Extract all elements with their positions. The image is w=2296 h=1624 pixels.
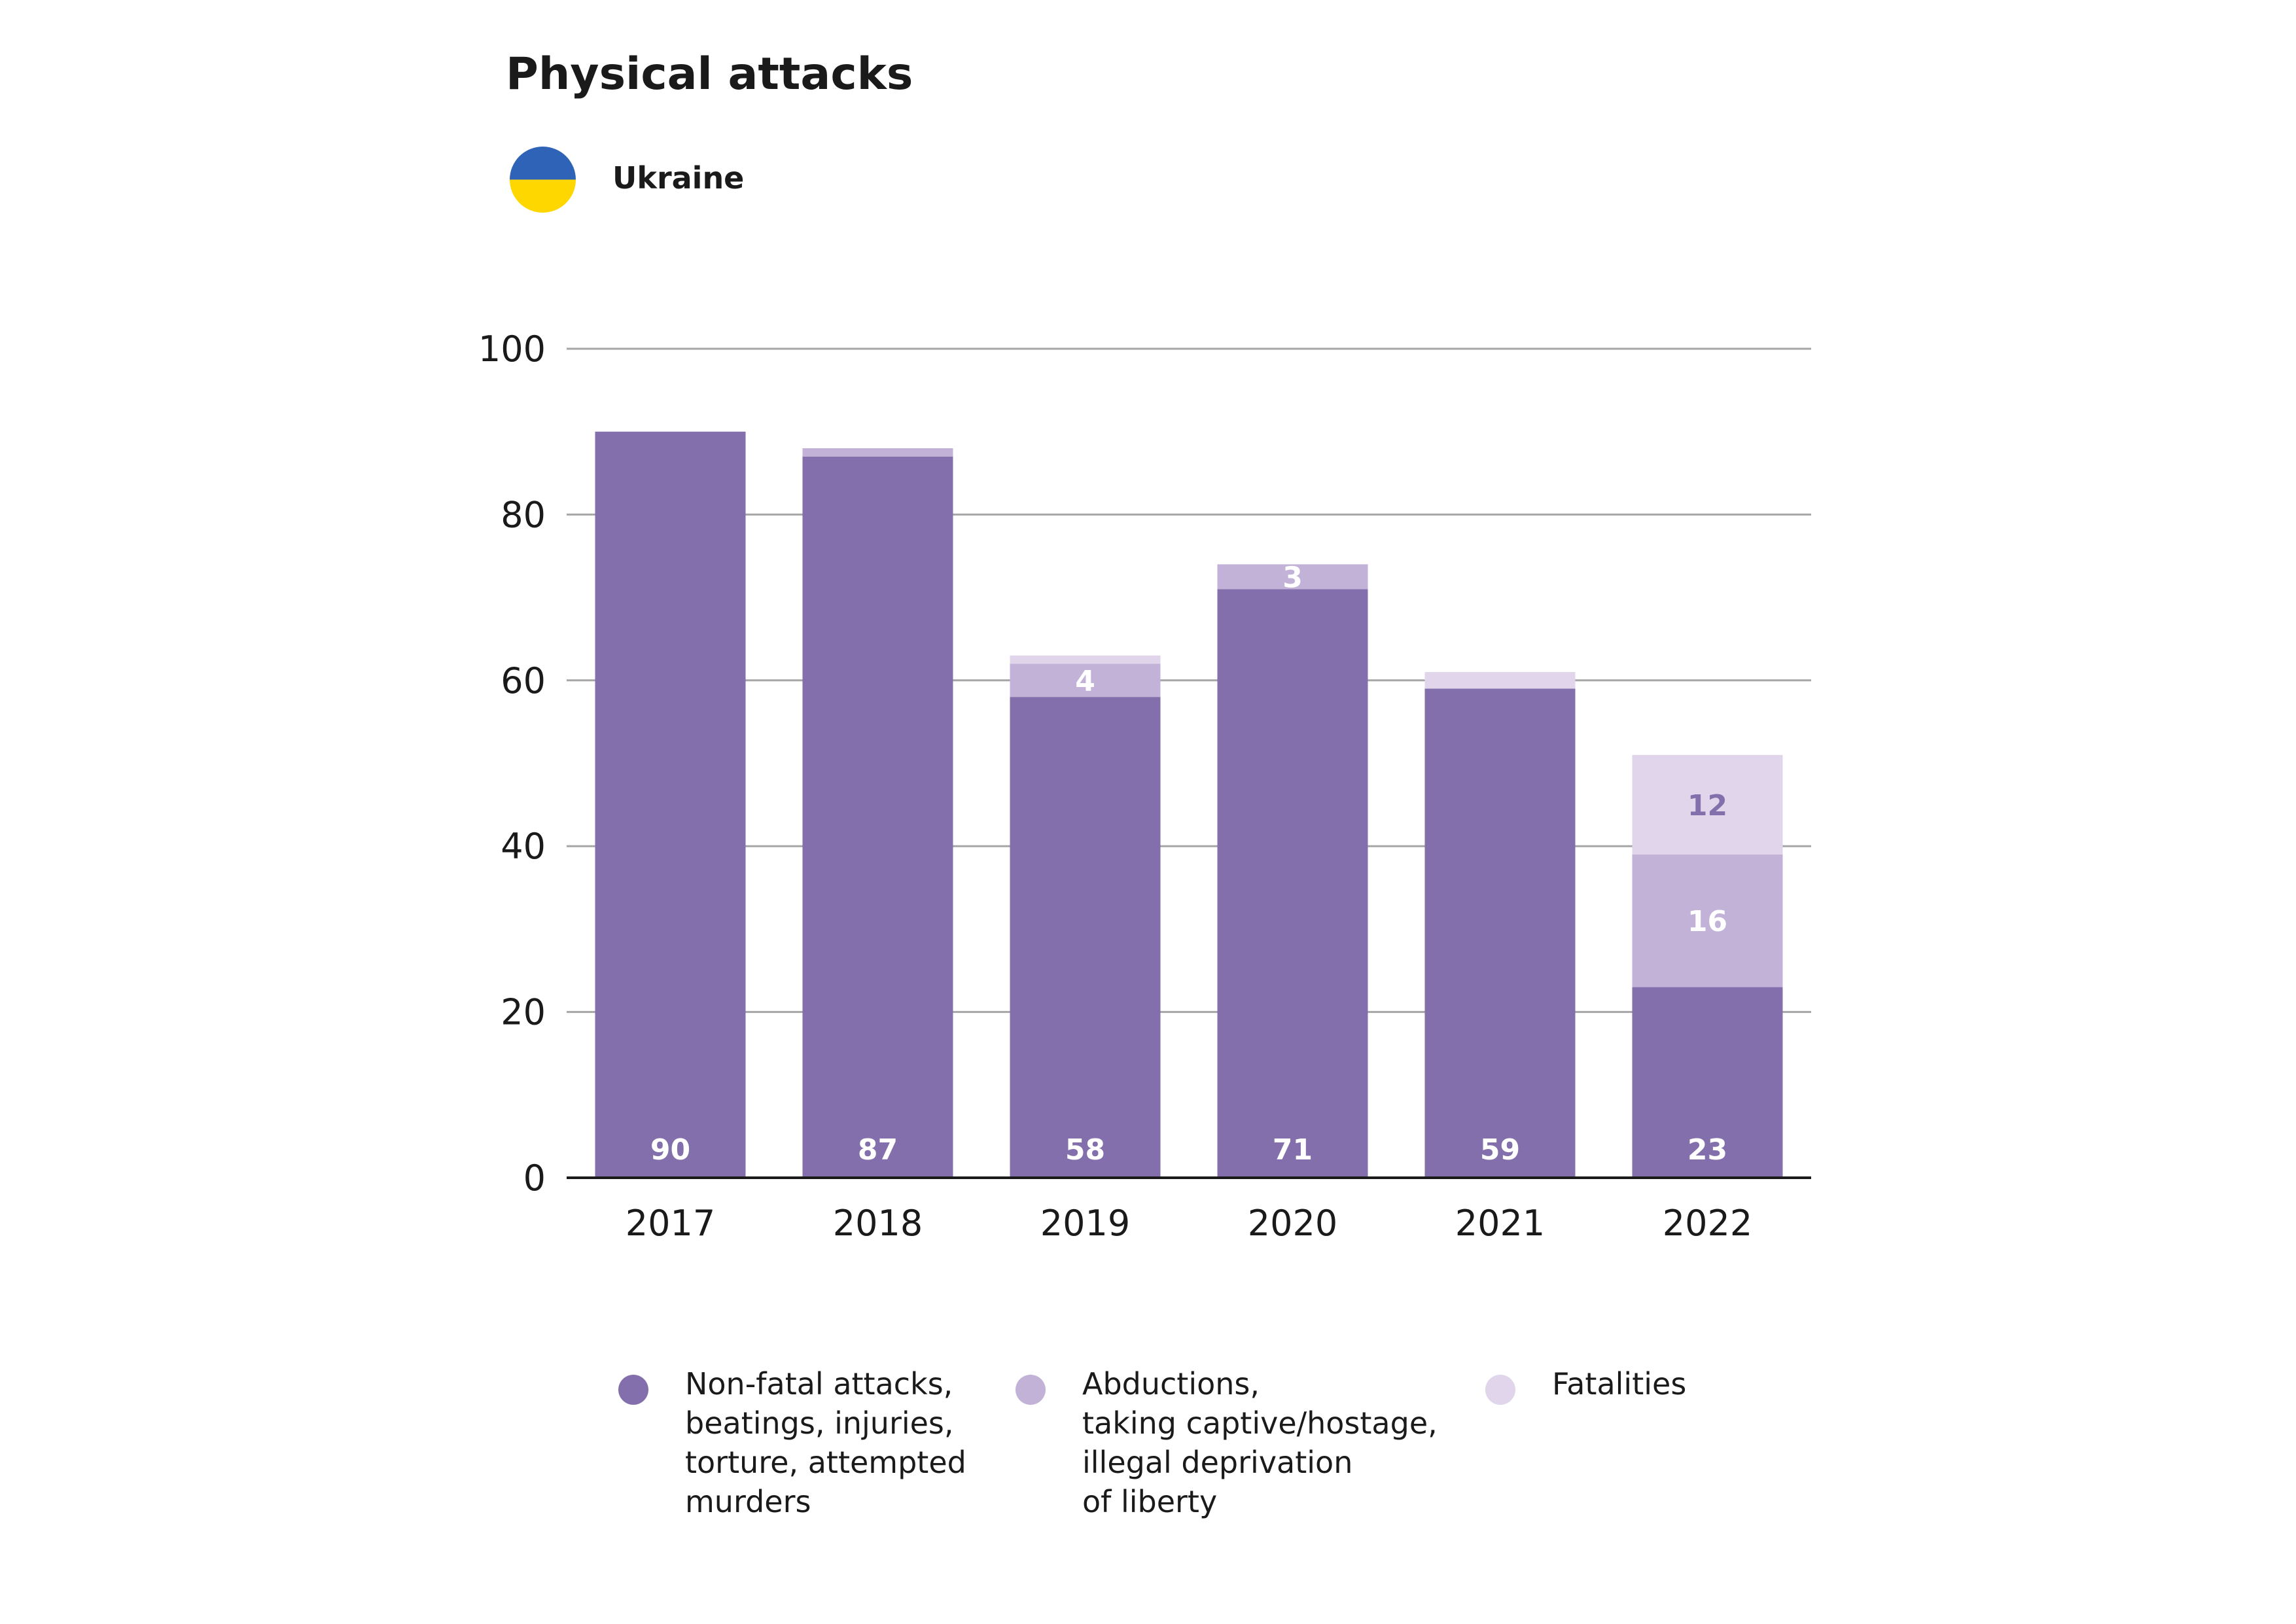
bar-segment xyxy=(802,448,953,457)
ukraine-flag-icon xyxy=(510,147,576,213)
bar-segment xyxy=(595,431,746,1178)
y-tick-label: 40 xyxy=(501,826,546,867)
x-tick-label: 2018 xyxy=(833,1203,923,1244)
data-label: 87 xyxy=(858,1133,898,1167)
y-tick-label: 100 xyxy=(478,328,546,370)
country-label: Ukraine xyxy=(612,160,745,196)
legend-item-non-fatal: Non-fatal attacks, beatings, injuries, t… xyxy=(618,1364,966,1521)
data-label: 16 xyxy=(1687,905,1727,938)
bar-segment xyxy=(1632,854,1783,987)
bar-segment xyxy=(1632,754,1783,855)
bar-segment xyxy=(1010,697,1161,1178)
bar-segment xyxy=(1424,672,1576,689)
x-tick-label: 2017 xyxy=(626,1203,715,1244)
legend-item-fatalities: Fatalities xyxy=(1485,1364,1686,1405)
y-tick-label: 80 xyxy=(501,494,546,535)
bar-segment xyxy=(1217,589,1368,1178)
data-label: 90 xyxy=(650,1133,690,1167)
chart-title: Physical attacks xyxy=(506,48,913,100)
data-label: 4 xyxy=(1075,665,1095,698)
bar-segment xyxy=(1010,663,1161,697)
data-label: 23 xyxy=(1687,1133,1727,1167)
data-label: 3 xyxy=(1282,561,1303,594)
legend-swatch-non-fatal xyxy=(618,1375,648,1405)
y-tick-label: 20 xyxy=(501,992,546,1033)
y-tick-label: 60 xyxy=(501,660,546,701)
x-tick-label: 2022 xyxy=(1663,1203,1752,1244)
flag-bottom-half xyxy=(510,179,576,213)
data-label: 12 xyxy=(1687,789,1727,822)
x-tick-label: 2021 xyxy=(1455,1203,1545,1244)
legend-label-fatalities: Fatalities xyxy=(1552,1366,1687,1402)
x-tick-label: 2019 xyxy=(1040,1203,1130,1244)
legend-item-abductions: Abductions, taking captive/hostage, ille… xyxy=(1016,1364,1438,1521)
legend-label-abductions: Abductions, taking captive/hostage, ille… xyxy=(1082,1366,1438,1519)
y-tick-label: 0 xyxy=(523,1157,546,1199)
x-tick-label: 2020 xyxy=(1248,1203,1337,1244)
bar-segment xyxy=(1632,987,1783,1178)
data-label: 58 xyxy=(1065,1133,1105,1167)
flag-top-half xyxy=(510,147,576,180)
data-label: 59 xyxy=(1480,1133,1520,1167)
bar-segment xyxy=(1424,688,1576,1178)
legend-label-non-fatal: Non-fatal attacks, beatings, injuries, t… xyxy=(685,1366,966,1519)
legend-swatch-fatalities xyxy=(1485,1375,1515,1405)
bar-segment xyxy=(1217,564,1368,590)
bar-segment xyxy=(1010,655,1161,664)
bar-segment xyxy=(802,456,953,1178)
data-label: 71 xyxy=(1273,1133,1313,1167)
legend-swatch-abductions xyxy=(1016,1375,1046,1405)
